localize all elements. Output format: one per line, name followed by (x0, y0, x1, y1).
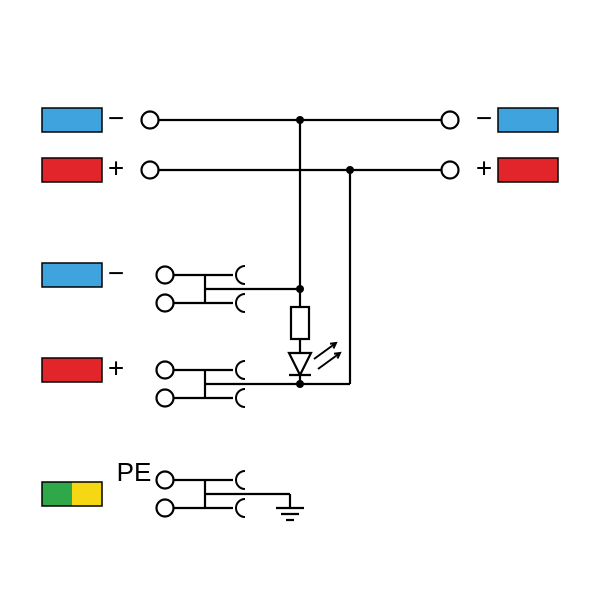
stub-mid-plus-clamp-a (236, 361, 245, 379)
stub-pe-node-b (157, 500, 174, 517)
node-top-minus-right (442, 112, 459, 129)
stub-pe-clamp-a (236, 471, 245, 489)
stub-mid-minus-node-b (157, 295, 174, 312)
terminal-top-left-plus (42, 158, 102, 182)
label-mid-minus: − (108, 257, 124, 288)
junction-led-to-plus (296, 380, 304, 388)
node-top-minus-left (142, 112, 159, 129)
terminal-block-schematic: − − + + − + PE (0, 0, 600, 600)
stub-pe-clamp-b (236, 499, 245, 517)
node-top-plus-left (142, 162, 159, 179)
stub-mid-minus-node-a (157, 267, 174, 284)
label-mid-plus: + (108, 352, 124, 383)
terminal-top-right-plus (498, 158, 558, 182)
label-top-right-minus: − (476, 102, 492, 133)
label-pe: PE (117, 457, 152, 487)
stub-mid-plus-node-a (157, 362, 174, 379)
stub-mid-plus-node-b (157, 390, 174, 407)
node-top-plus-right (442, 162, 459, 179)
terminal-pe-yellow (72, 482, 102, 506)
label-top-left-minus: − (108, 102, 124, 133)
stub-mid-minus-clamp-a (236, 266, 245, 284)
stub-mid-minus-clamp-b (236, 294, 245, 312)
terminal-top-right-minus (498, 108, 558, 132)
led-triangle (289, 353, 311, 375)
stub-mid-plus-clamp-b (236, 389, 245, 407)
label-top-right-plus: + (476, 152, 492, 183)
terminal-top-left-minus (42, 108, 102, 132)
terminal-mid-plus (42, 358, 102, 382)
resistor (291, 307, 309, 339)
terminal-pe-green (42, 482, 72, 506)
stub-pe-node-a (157, 472, 174, 489)
terminal-mid-minus (42, 263, 102, 287)
label-top-left-plus: + (108, 152, 124, 183)
